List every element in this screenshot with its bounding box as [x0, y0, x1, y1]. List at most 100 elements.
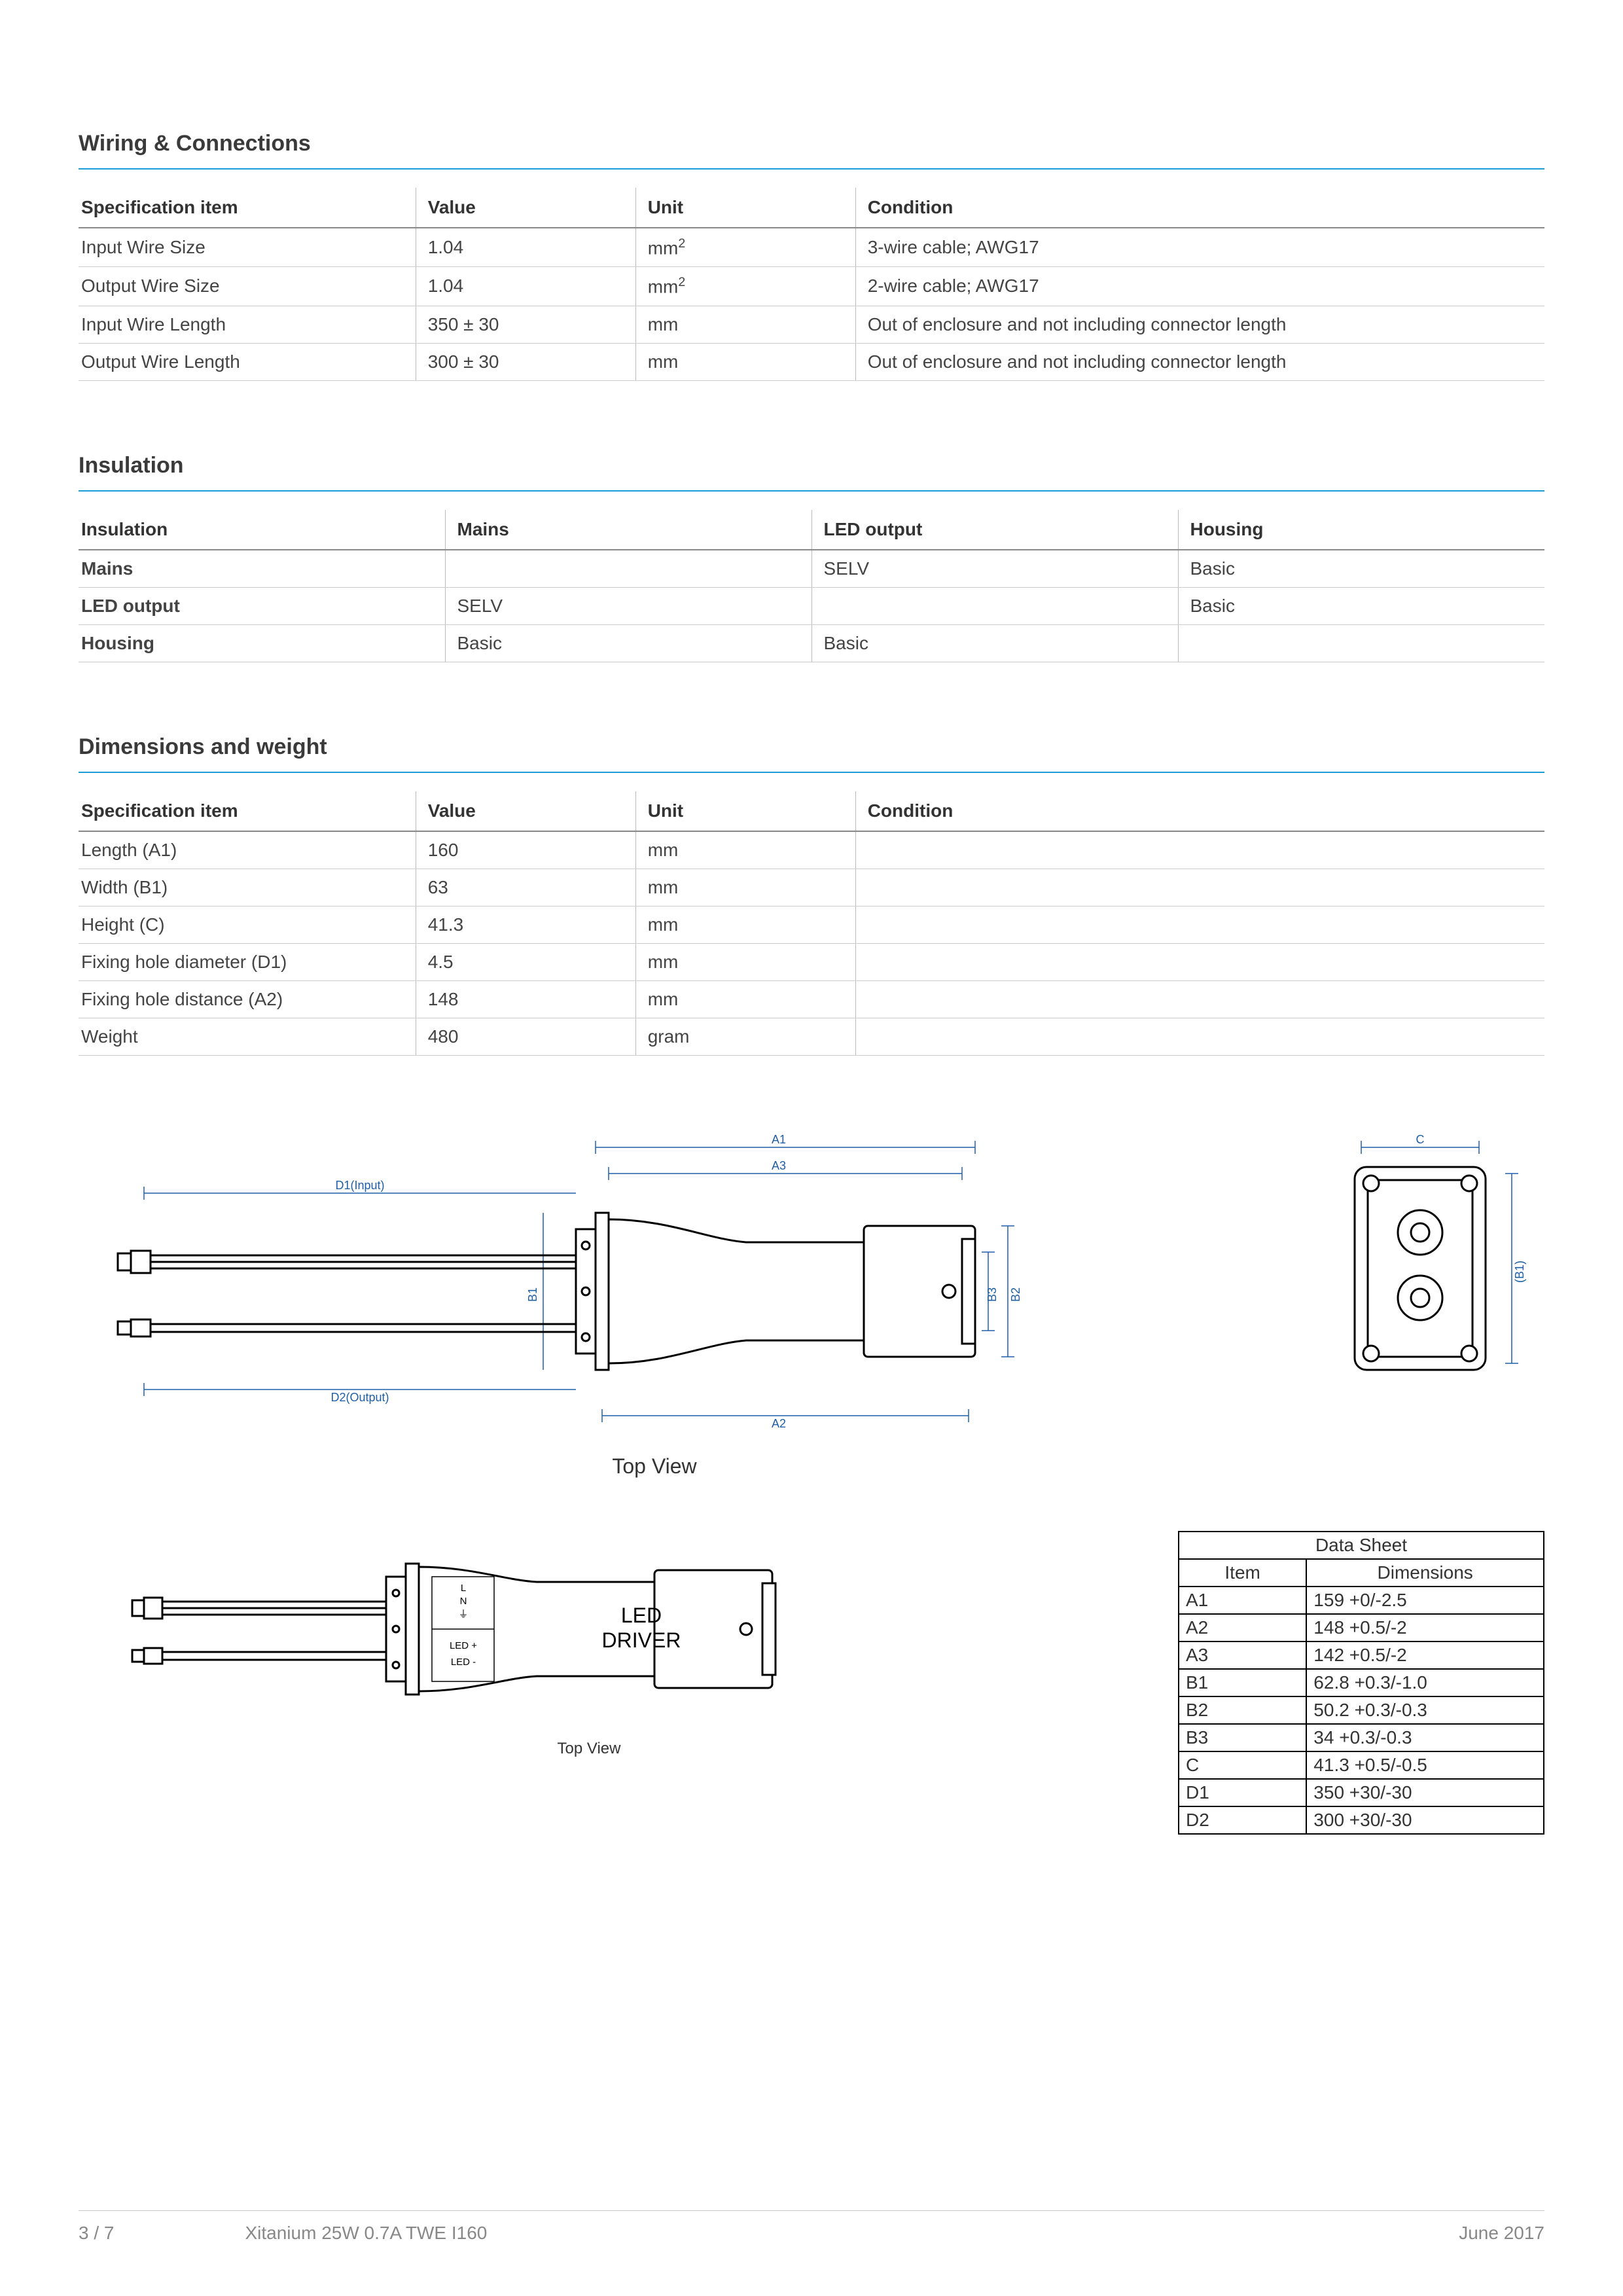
cell: mm2: [635, 228, 855, 267]
cell: mm: [635, 943, 855, 980]
cell: Height (C): [79, 906, 416, 943]
cell: mm: [635, 869, 855, 906]
cell: SELV: [812, 550, 1178, 588]
cell: A1: [1179, 1587, 1306, 1614]
cell: 50.2 +0.3/-0.3: [1306, 1696, 1544, 1724]
section-rule: [79, 168, 1544, 170]
table-row: Output Wire Length300 ± 30mmOut of enclo…: [79, 343, 1544, 380]
cell: 142 +0.5/-2: [1306, 1641, 1544, 1669]
col-header: Item: [1179, 1559, 1306, 1587]
cell: [855, 869, 1544, 906]
cell: 63: [416, 869, 635, 906]
svg-text:D2(Output): D2(Output): [330, 1391, 389, 1404]
col-header: Condition: [855, 791, 1544, 831]
svg-text:DRIVER: DRIVER: [602, 1628, 681, 1652]
cell: 148: [416, 980, 635, 1018]
cell: mm: [635, 306, 855, 343]
svg-text:⏚: ⏚: [458, 1609, 468, 1620]
table-row: MainsSELVBasic: [79, 550, 1544, 588]
cell: C: [1179, 1751, 1306, 1779]
cell: LED output: [79, 587, 445, 624]
table-row: B250.2 +0.3/-0.3: [1179, 1696, 1544, 1724]
table-header-row: Specification item Value Unit Condition: [79, 791, 1544, 831]
svg-text:B3: B3: [986, 1287, 999, 1302]
cell: Out of enclosure and not including conne…: [855, 343, 1544, 380]
section-rule: [79, 490, 1544, 492]
col-header: LED output: [812, 510, 1178, 550]
product-name: Xitanium 25W 0.7A TWE I160: [245, 2223, 487, 2244]
table-row: Data Sheet: [1179, 1532, 1544, 1559]
svg-text:LED -: LED -: [451, 1657, 476, 1668]
labeled-top-svg: L N ⏚ LED + LED - LED DRIVER: [79, 1531, 864, 1727]
table-row: LED outputSELVBasic: [79, 587, 1544, 624]
col-header: Value: [416, 188, 635, 228]
top-view-diagram: A1 A3 A2 D1(Input) D2(Output) B1 B2 B3: [79, 1128, 1230, 1479]
cell: Out of enclosure and not including conne…: [855, 306, 1544, 343]
col-header: Specification item: [79, 188, 416, 228]
cell: Length (A1): [79, 831, 416, 869]
cell: Input Wire Length: [79, 306, 416, 343]
cell: mm: [635, 831, 855, 869]
table-row: Length (A1)160mm: [79, 831, 1544, 869]
table-row: A2148 +0.5/-2: [1179, 1614, 1544, 1641]
datasheet-title: Data Sheet: [1179, 1532, 1544, 1559]
table-row: Height (C)41.3mm: [79, 906, 1544, 943]
col-header: Unit: [635, 791, 855, 831]
cell: [855, 831, 1544, 869]
table-row: Width (B1)63mm: [79, 869, 1544, 906]
cell: SELV: [445, 587, 812, 624]
svg-text:LED +: LED +: [450, 1640, 477, 1651]
svg-text:A2: A2: [772, 1417, 786, 1430]
col-header: Mains: [445, 510, 812, 550]
cell: 300 ± 30: [416, 343, 635, 380]
top-view-caption: Top View: [79, 1454, 1230, 1479]
table-row: Weight480gram: [79, 1018, 1544, 1055]
dimensions-title: Dimensions and weight: [79, 734, 1544, 760]
cell: 41.3 +0.5/-0.5: [1306, 1751, 1544, 1779]
svg-text:L: L: [461, 1583, 466, 1594]
cell: 480: [416, 1018, 635, 1055]
diagram-row-bottom: L N ⏚ LED + LED - LED DRIVER Top View Da…: [79, 1531, 1544, 1835]
page-footer: 3 / 7 Xitanium 25W 0.7A TWE I160 June 20…: [79, 2210, 1544, 2244]
end-view-svg: C (B1): [1309, 1128, 1544, 1403]
cell: 34 +0.3/-0.3: [1306, 1724, 1544, 1751]
table-row: C41.3 +0.5/-0.5: [1179, 1751, 1544, 1779]
cell: mm: [635, 906, 855, 943]
cell: B1: [1179, 1669, 1306, 1696]
svg-text:A3: A3: [772, 1159, 786, 1172]
table-row: B334 +0.3/-0.3: [1179, 1724, 1544, 1751]
cell: [855, 1018, 1544, 1055]
col-header: Value: [416, 791, 635, 831]
svg-text:C: C: [1416, 1133, 1425, 1146]
dimensions-table: Specification item Value Unit Condition …: [79, 791, 1544, 1056]
col-header: Condition: [855, 188, 1544, 228]
svg-text:D1(Input): D1(Input): [335, 1179, 384, 1192]
cell: 2-wire cable; AWG17: [855, 267, 1544, 306]
end-view-diagram: C (B1): [1309, 1128, 1544, 1406]
table-row: HousingBasicBasic: [79, 624, 1544, 662]
table-row: Fixing hole diameter (D1)4.5mm: [79, 943, 1544, 980]
wiring-section: Wiring & Connections Specification item …: [79, 131, 1544, 381]
cell: 4.5: [416, 943, 635, 980]
cell: Basic: [1178, 550, 1544, 588]
cell: gram: [635, 1018, 855, 1055]
cell: [855, 980, 1544, 1018]
cell: 300 +30/-30: [1306, 1806, 1544, 1834]
cell: 3-wire cable; AWG17: [855, 228, 1544, 267]
cell: 160: [416, 831, 635, 869]
cell: Fixing hole diameter (D1): [79, 943, 416, 980]
insulation-title: Insulation: [79, 453, 1544, 478]
insulation-section: Insulation Insulation Mains LED output H…: [79, 453, 1544, 662]
cell: 148 +0.5/-2: [1306, 1614, 1544, 1641]
cell: [855, 943, 1544, 980]
cell: Fixing hole distance (A2): [79, 980, 416, 1018]
cell: [445, 550, 812, 588]
cell: mm: [635, 343, 855, 380]
table-row: B162.8 +0.3/-1.0: [1179, 1669, 1544, 1696]
col-header: Housing: [1178, 510, 1544, 550]
datasheet-table: Data Sheet Item Dimensions A1159 +0/-2.5…: [1178, 1531, 1544, 1835]
diagram-row-top: A1 A3 A2 D1(Input) D2(Output) B1 B2 B3: [79, 1128, 1544, 1479]
wiring-title: Wiring & Connections: [79, 131, 1544, 156]
svg-text:(B1): (B1): [1513, 1261, 1526, 1283]
cell: 350 +30/-30: [1306, 1779, 1544, 1806]
